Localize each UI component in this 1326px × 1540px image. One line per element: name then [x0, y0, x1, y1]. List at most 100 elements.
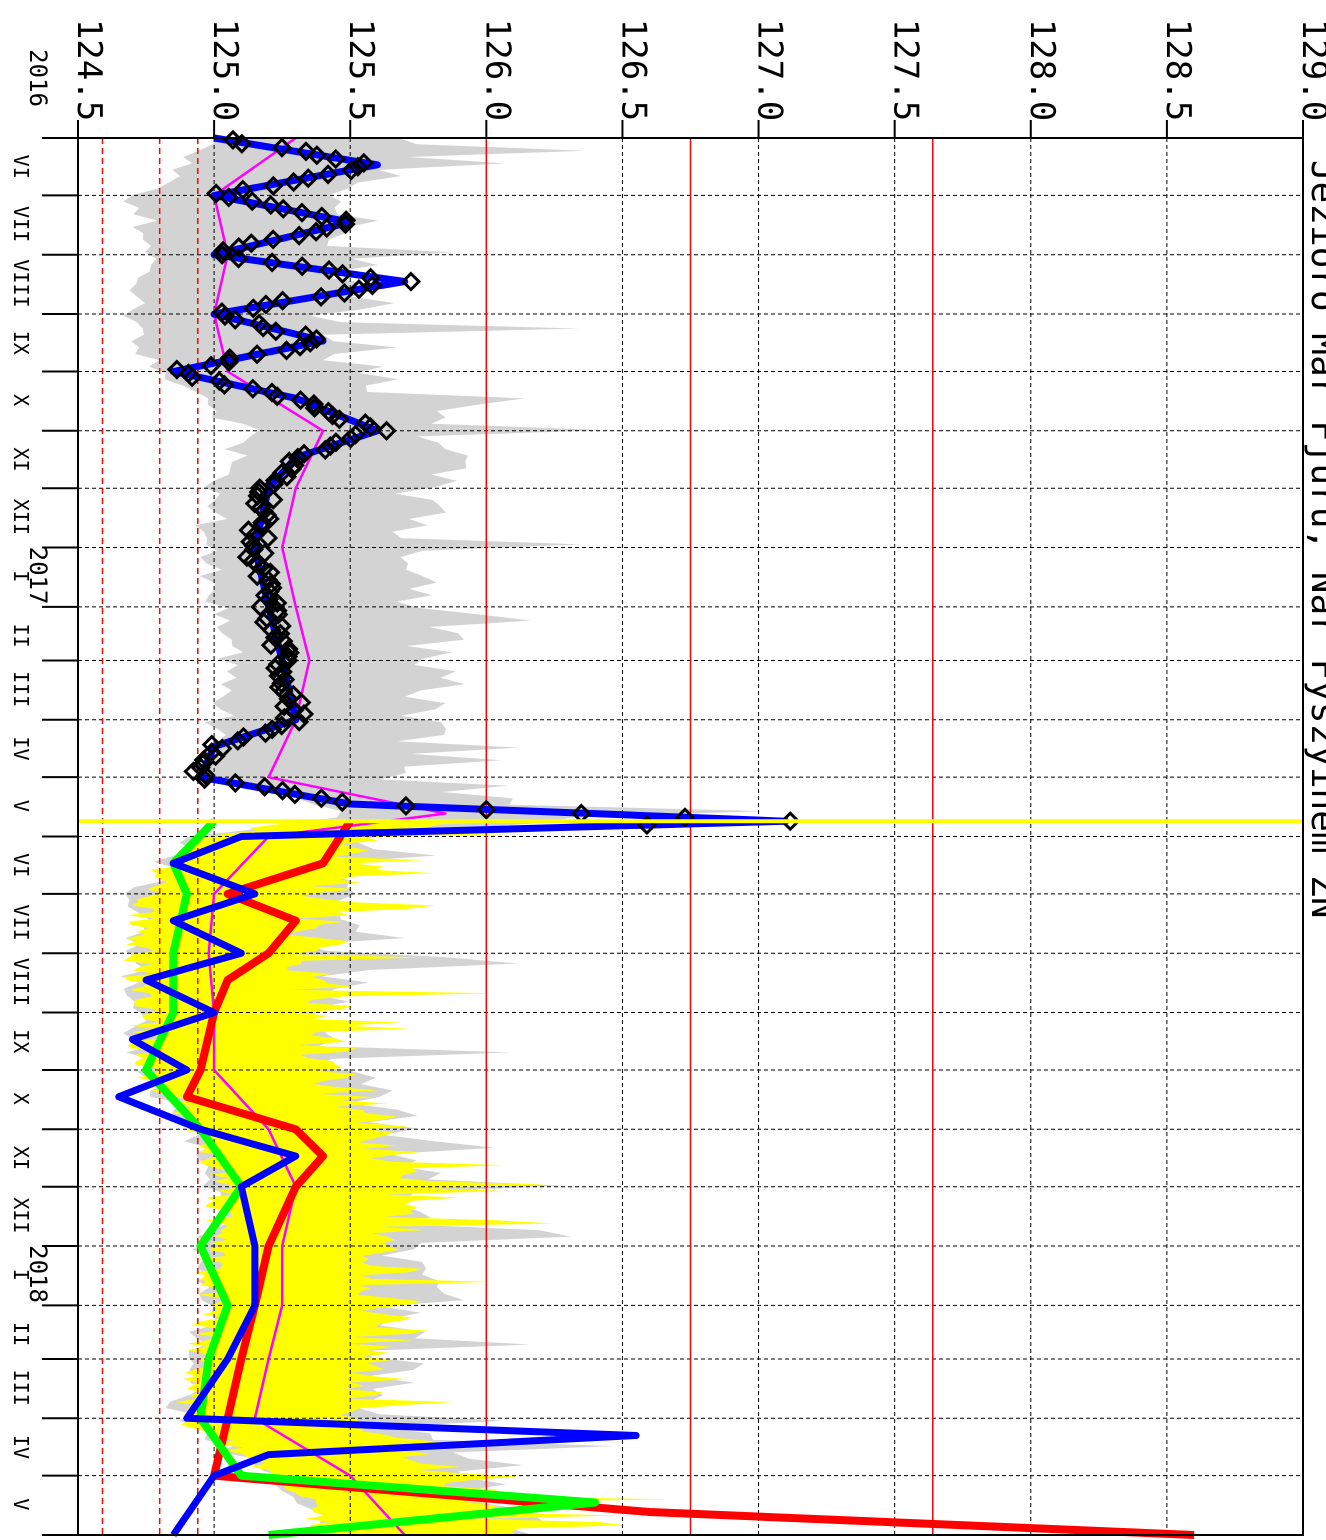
observation-marker [303, 393, 325, 415]
observation-marker [166, 359, 187, 380]
observation-marker [340, 428, 361, 449]
forecast-range-band [123, 821, 670, 1535]
observation-marker [395, 795, 417, 817]
observation-marker [218, 187, 239, 208]
month-label: III [9, 671, 33, 707]
observation-marker [212, 244, 233, 265]
observation-marker [293, 703, 315, 725]
series-lines [115, 134, 1195, 1539]
observation-marker [267, 600, 288, 621]
observation-marker [310, 286, 332, 307]
observation-marker [278, 638, 299, 660]
observation-marker [260, 194, 281, 216]
y-tick-label: 125.0 [205, 19, 245, 121]
month-label: VII [9, 905, 33, 941]
observation-marker [329, 409, 350, 430]
month-label: XI [9, 447, 33, 471]
observation-marker [311, 788, 332, 809]
observation-marker [295, 141, 317, 162]
observation-marker [289, 711, 310, 732]
observation-marker [316, 217, 337, 239]
observation-marker [277, 646, 299, 667]
y-tick-label: 125.5 [341, 19, 381, 121]
observation-marker [242, 191, 263, 212]
y-tick-label: 127.5 [886, 19, 926, 121]
month-label: VIII [9, 958, 33, 1006]
month-label: IX [9, 1029, 33, 1053]
observation-marker [263, 489, 284, 510]
observation-marker [242, 378, 263, 399]
y-tick-label: 127.0 [750, 19, 790, 121]
observation-marker [194, 768, 215, 790]
observation-marker [289, 225, 310, 246]
observation-marker [334, 282, 355, 304]
month-label: X [9, 394, 33, 406]
y-tick-label: 126.0 [477, 19, 517, 121]
observation-markers [166, 129, 801, 836]
observation-marker [264, 470, 286, 491]
observation-marker [249, 478, 270, 499]
year-label: 2017 [24, 547, 52, 605]
observation-marker [304, 397, 325, 418]
y-tick-label: 124.5 [69, 19, 109, 121]
month-label: IV [9, 1435, 33, 1459]
observation-marker [232, 179, 253, 200]
observation-marker [267, 592, 288, 614]
observation-marker [225, 309, 246, 330]
month-label: VI [9, 155, 33, 179]
observation-marker [271, 137, 293, 158]
observation-marker [253, 317, 274, 338]
observation-marker [284, 784, 305, 805]
y-tick-label: 128.5 [1158, 19, 1198, 121]
observation-marker [348, 279, 370, 300]
month-label: V [9, 1498, 33, 1510]
observation-marker [243, 298, 264, 319]
range-bands [120, 138, 764, 1535]
observation-marker [212, 240, 234, 262]
axes: 124.5 125.0 125.5 126.0 126.5 127.0 127.5 128.0… [9, 19, 1326, 1536]
observation-marker [290, 390, 311, 411]
observation-marker [335, 210, 357, 231]
observation-marker [271, 715, 292, 736]
month-label: XII [9, 499, 33, 535]
observation-marker [228, 248, 249, 269]
observation-marker [335, 213, 356, 235]
observation-marker [300, 332, 321, 353]
observation-marker [476, 799, 497, 820]
month-label: X [9, 1093, 33, 1105]
observation-marker [332, 791, 353, 813]
month-label: I [9, 570, 33, 582]
observation-marker [306, 145, 327, 166]
observation-marker [273, 198, 294, 219]
observation-marker [261, 252, 283, 273]
observation-marker [362, 275, 383, 296]
observation-marker [255, 723, 276, 744]
observation-marker [332, 263, 353, 284]
observation-marker [376, 420, 397, 441]
month-label: XII [9, 1197, 33, 1233]
observation-marker [263, 229, 284, 250]
observation-marker [283, 171, 304, 193]
observation-marker [305, 221, 327, 242]
month-label: VIII [9, 259, 33, 307]
observation-marker [267, 386, 288, 407]
observation-marker [260, 635, 282, 656]
observation-marker [289, 336, 311, 357]
observation-marker [228, 236, 249, 258]
observation-marker [274, 707, 295, 728]
month-label: VI [9, 853, 33, 877]
observation-marker [291, 202, 313, 223]
observation-marker [400, 271, 422, 292]
month-label: II [9, 624, 33, 648]
month-label: XI [9, 1146, 33, 1170]
observation-marker [317, 164, 339, 185]
month-label: II [9, 1322, 33, 1346]
observation-marker [227, 730, 248, 751]
y-tick-label: 129.0 [1294, 19, 1326, 121]
chart-title: Jezioro Mar Fjuru, Nar Fyszyinem ZN [1303, 160, 1326, 919]
month-label: III [9, 1370, 33, 1406]
observation-marker [265, 321, 286, 342]
series-line [115, 134, 790, 1537]
y-tick-label: 126.5 [613, 19, 653, 121]
